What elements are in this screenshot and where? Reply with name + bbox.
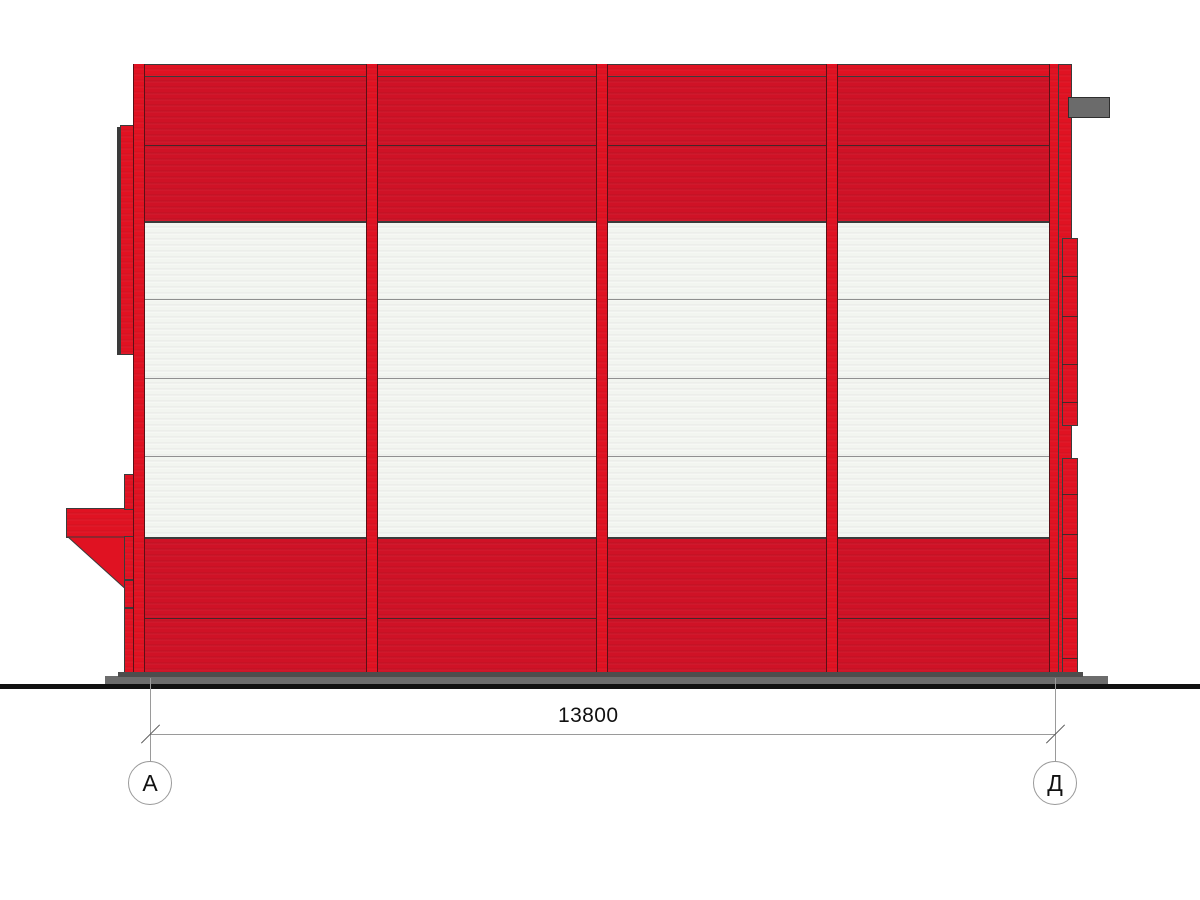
right-pilaster-seg-5	[1062, 494, 1078, 495]
roof-outlet-icon	[1068, 97, 1110, 118]
axis-marker-right-label: Д	[1047, 769, 1063, 796]
facade-column-1	[133, 64, 145, 680]
building-apron-shadow	[118, 672, 1083, 677]
building-apron	[105, 676, 1108, 685]
right-pilaster-seg-1	[1062, 276, 1078, 277]
right-pilaster-seg-6	[1062, 534, 1078, 535]
dim-extension-left	[150, 678, 151, 762]
right-pilaster-seg-8	[1062, 618, 1078, 619]
axis-marker-left[interactable]: А	[128, 761, 172, 805]
axis-marker-right[interactable]: Д	[1033, 761, 1077, 805]
right-pilaster-seg-9	[1062, 658, 1078, 659]
dimension-line	[150, 734, 1056, 735]
facade-column-3	[596, 64, 608, 680]
left-pilaster-shadow	[117, 127, 121, 355]
dimension-value: 13800	[558, 704, 619, 727]
facade-column-4	[826, 64, 838, 680]
right-pilaster-outer-lower	[1062, 458, 1078, 680]
right-pilaster-seg-7	[1062, 578, 1078, 579]
right-pilaster-seg-4	[1062, 402, 1078, 403]
axis-marker-left-label: А	[142, 769, 158, 796]
right-pilaster-outer-upper	[1062, 238, 1078, 426]
right-pilaster-seg-2	[1062, 316, 1078, 317]
ground-line	[0, 684, 1200, 689]
entrance-canopy-slab	[66, 508, 138, 538]
dim-extension-right	[1055, 678, 1056, 762]
right-pilaster-seg-3	[1062, 364, 1078, 365]
facade-column-2	[366, 64, 378, 680]
